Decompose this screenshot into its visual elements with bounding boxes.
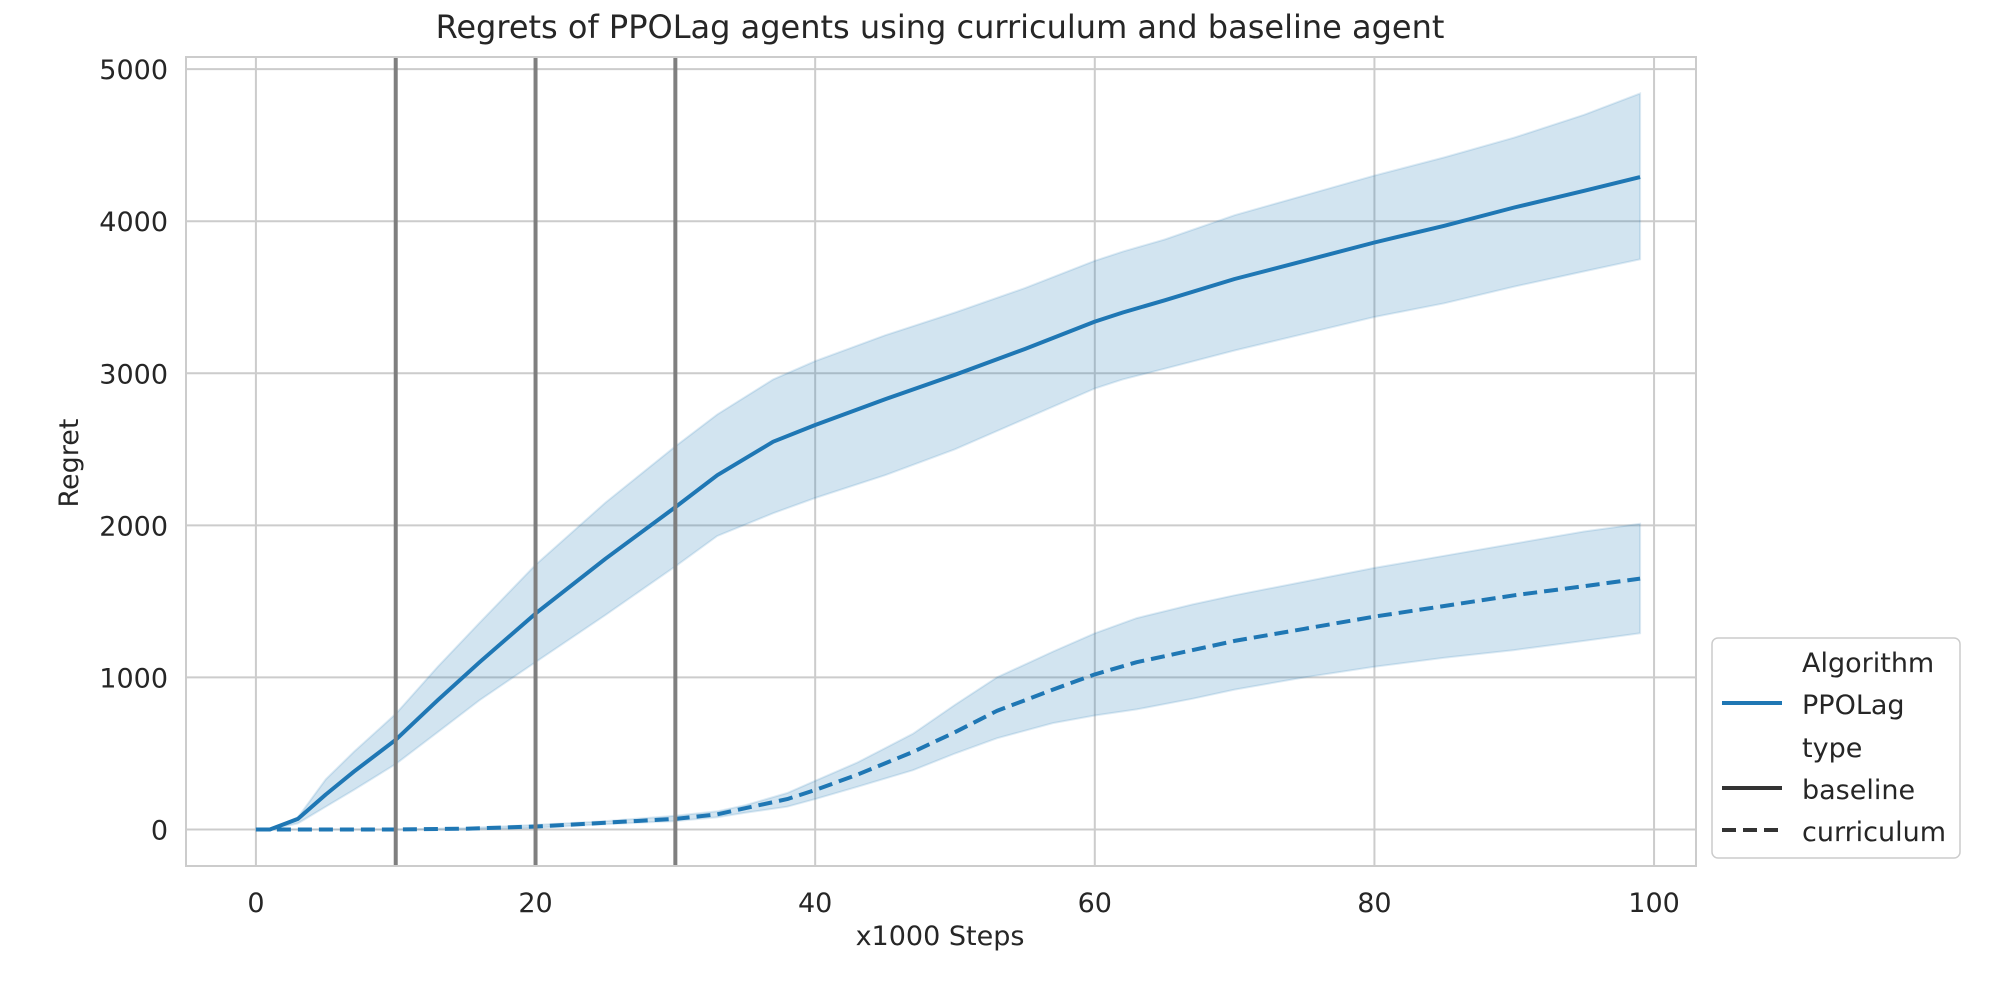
y-tick-label: 3000 — [99, 359, 168, 390]
y-tick-label: 5000 — [99, 55, 168, 86]
x-tick-label: 0 — [247, 888, 264, 919]
confidence-bands — [255, 92, 1642, 831]
legend-label-ppolag: PPOLag — [1802, 690, 1905, 721]
legend-label-baseline: baseline — [1802, 775, 1915, 806]
plot-frame — [185, 56, 1697, 867]
x-axis-ticks: 0 20 40 60 80 100 — [247, 888, 1680, 919]
curriculum-stage-lines — [393, 57, 678, 866]
series-lines — [255, 175, 1641, 832]
x-tick-label: 60 — [1078, 888, 1112, 919]
band-curriculum — [255, 522, 1642, 831]
y-tick-label: 1000 — [99, 663, 168, 694]
y-axis-label: Regret — [54, 418, 85, 507]
y-tick-label: 0 — [151, 816, 168, 847]
x-tick-label: 20 — [518, 888, 552, 919]
legend: Algorithm PPOLag type baseline curriculu… — [1711, 637, 1961, 859]
legend-header-type: type — [1802, 733, 1862, 764]
line-baseline — [255, 175, 1641, 832]
band-baseline — [255, 92, 1642, 831]
chart-title: Regrets of PPOLag agents using curriculu… — [436, 8, 1445, 46]
plot-border — [185, 56, 1697, 867]
x-tick-label: 100 — [1628, 888, 1680, 919]
line-curriculum — [255, 576, 1641, 832]
y-tick-label: 4000 — [99, 207, 168, 238]
legend-box — [1711, 637, 1961, 859]
legend-header-algorithm: Algorithm — [1802, 648, 1934, 679]
x-tick-label: 80 — [1357, 888, 1391, 919]
x-tick-label: 40 — [798, 888, 832, 919]
legend-label-curriculum: curriculum — [1802, 817, 1946, 848]
x-axis-label: x1000 Steps — [856, 921, 1025, 952]
y-tick-label: 2000 — [99, 511, 168, 542]
y-axis-ticks: 0 1000 2000 3000 4000 5000 — [99, 55, 168, 846]
